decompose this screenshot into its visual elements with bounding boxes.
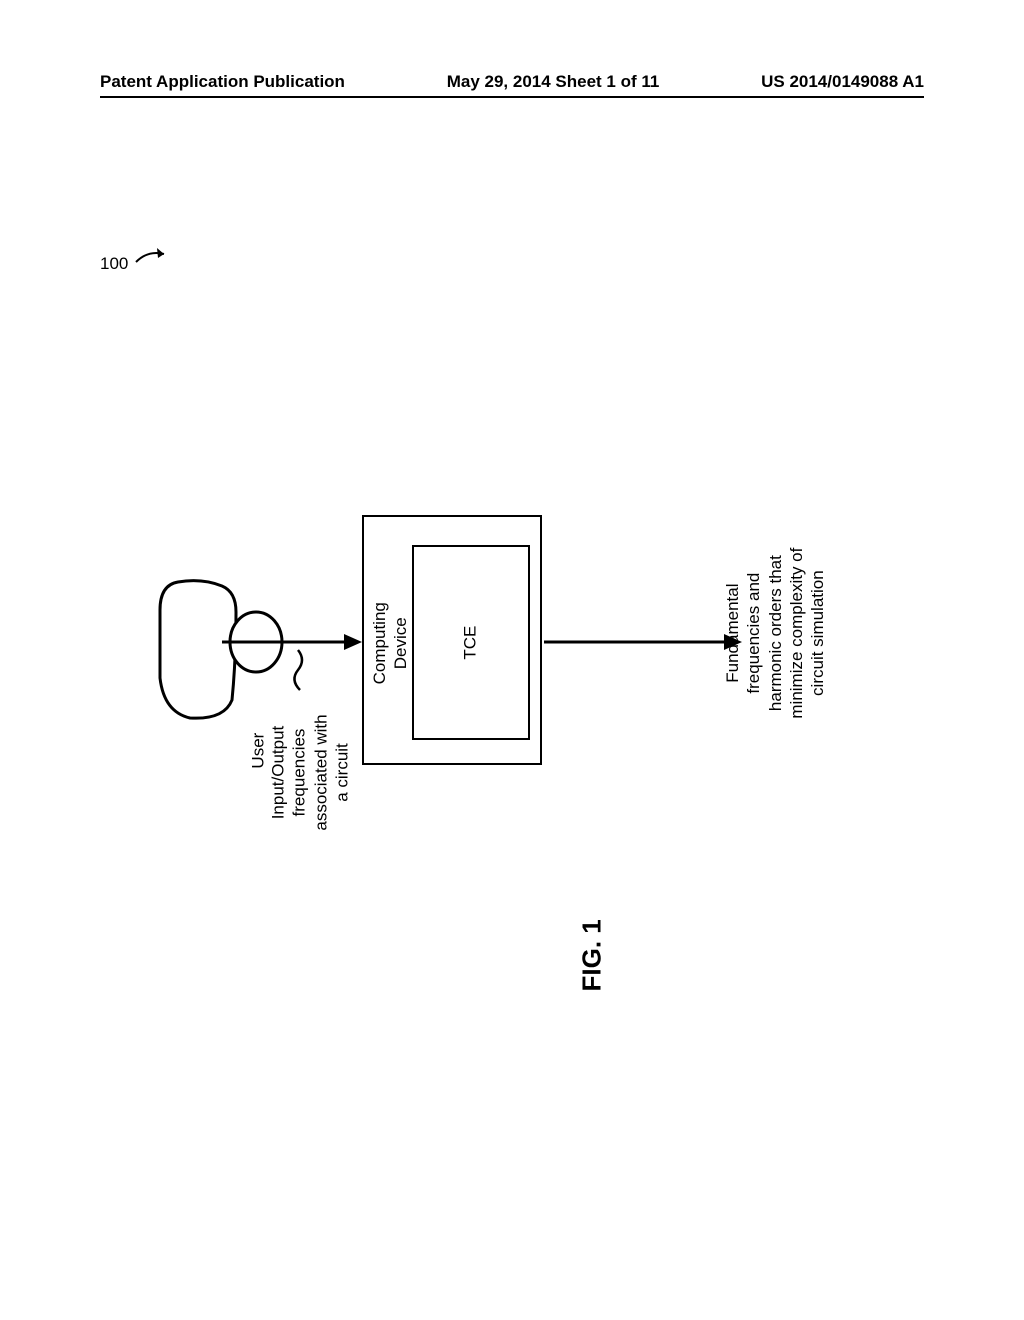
user-icon [160, 581, 282, 719]
output-label: Fundamental frequencies and harmonic ord… [722, 538, 828, 728]
arrow-output [544, 634, 742, 650]
tce-label: TCE [459, 623, 480, 663]
figure-label: FIG. 1 [577, 912, 608, 992]
tilde-connector-icon [294, 650, 302, 690]
user-label: User [247, 731, 268, 771]
input-label: Input/Output frequencies associated with… [268, 703, 353, 843]
computing-device-label: Computing Device [369, 593, 412, 693]
